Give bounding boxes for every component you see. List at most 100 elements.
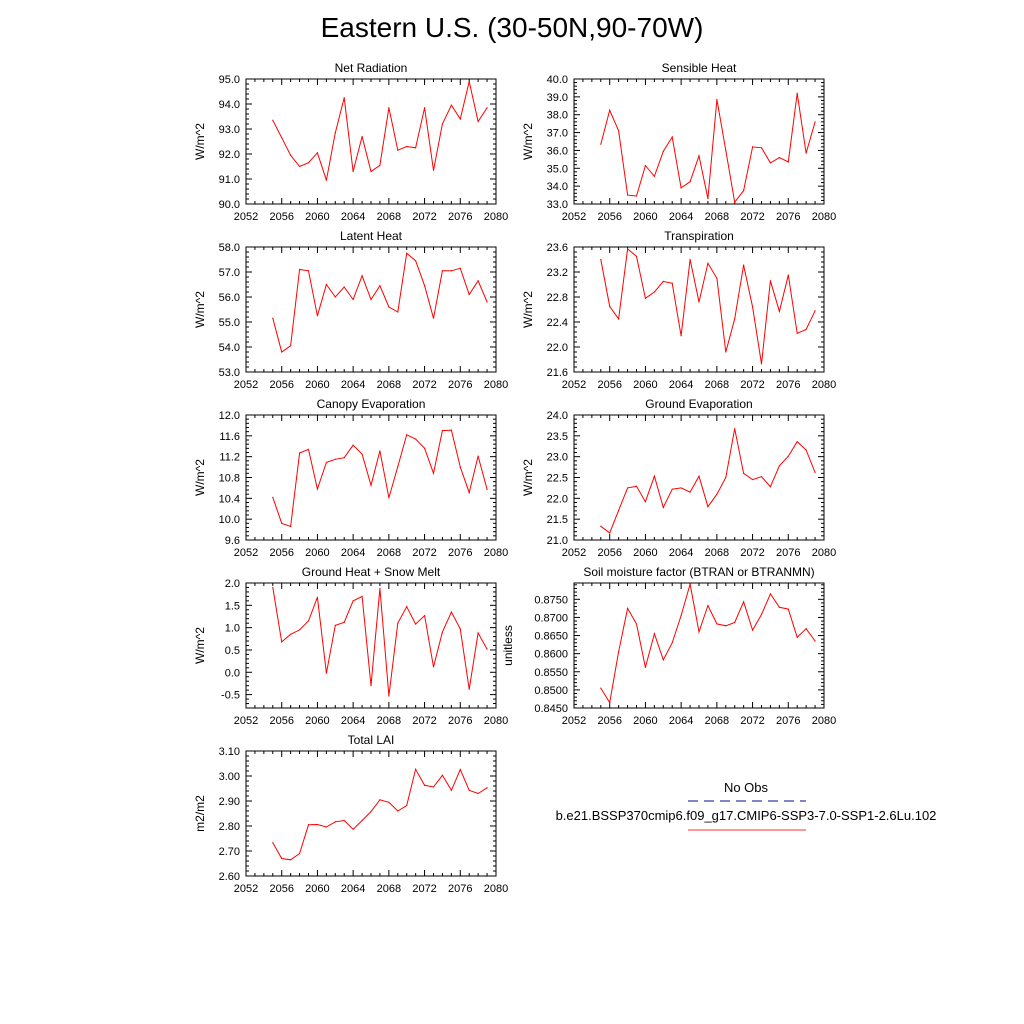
x-tick-label: 2060 (633, 379, 657, 391)
data-point (671, 642, 673, 644)
data-point (635, 255, 638, 257)
data-point (618, 651, 620, 653)
data-point (626, 487, 629, 489)
y-tick-label: 0.8600 (534, 649, 568, 661)
data-point (626, 607, 629, 609)
x-tick-label: 2076 (448, 715, 472, 727)
y-axis-label: W/m^2 (193, 123, 207, 160)
panel-title: Transpiration (664, 229, 734, 243)
data-point (415, 768, 417, 770)
data-point (796, 636, 798, 638)
y-tick-label: 0.8700 (534, 612, 568, 624)
data-point (415, 260, 417, 262)
data-point (316, 152, 319, 154)
x-tick-label: 2052 (234, 715, 258, 727)
data-point (653, 175, 655, 177)
y-tick-label: 95.0 (219, 74, 240, 86)
x-tick-label: 2060 (305, 547, 329, 559)
y-tick-label: 0.8450 (534, 703, 568, 715)
y-tick-label: 23.0 (547, 452, 568, 464)
panel-soil-moisture-factor-btran-or-btranmn: Soil moisture factor (BTRAN or BTRANMN) u… (501, 565, 836, 727)
x-tick-label: 2076 (448, 547, 472, 559)
data-point (459, 118, 461, 120)
x-tick-label: 2060 (305, 883, 329, 895)
data-point (450, 429, 452, 431)
y-axis-label: m2/m2 (193, 795, 207, 832)
data-point (635, 485, 638, 487)
data-point (609, 109, 611, 111)
panel-title: Latent Heat (340, 229, 403, 243)
panel-title: Soil moisture factor (BTRAN or BTRANMN) (583, 565, 814, 579)
data-point (290, 154, 292, 156)
data-point (618, 509, 620, 512)
data-point (298, 165, 301, 168)
y-tick-label: 12.0 (219, 410, 240, 422)
data-point (477, 792, 479, 795)
data-point (778, 310, 780, 312)
data-point (743, 601, 745, 603)
y-tick-label: 92.0 (219, 149, 240, 161)
plot-frame (573, 582, 825, 709)
data-point (805, 628, 807, 630)
data-point (397, 465, 399, 468)
y-tick-label: 55.0 (219, 317, 240, 329)
data-point (441, 631, 444, 633)
data-point (814, 640, 816, 642)
y-tick-label: 40.0 (547, 74, 568, 86)
data-point (423, 107, 426, 109)
x-tick-label: 2080 (484, 547, 508, 559)
data-point (334, 296, 336, 298)
x-tick-label: 2068 (377, 547, 401, 559)
data-point (707, 604, 709, 607)
data-point (307, 448, 310, 450)
panel-title: Canopy Evaporation (317, 397, 426, 411)
x-tick-label: 2080 (812, 715, 836, 727)
data-point (468, 688, 470, 690)
data-point (316, 315, 319, 317)
data-point (325, 179, 327, 181)
data-point (725, 476, 727, 479)
y-tick-label: 39.0 (547, 92, 568, 104)
data-point (361, 135, 363, 138)
data-point (397, 149, 399, 151)
data-point (468, 80, 470, 83)
data-point (707, 198, 709, 200)
data-point (635, 623, 638, 625)
data-point (743, 472, 745, 474)
data-point (432, 666, 435, 668)
y-tick-label: 1.5 (225, 600, 240, 612)
data-point (769, 486, 772, 488)
data-point (653, 291, 655, 293)
x-tick-label: 2064 (669, 715, 693, 727)
y-tick-label: 34.0 (547, 181, 568, 193)
legend: No Obs b.e21.BSSP370cmip6.f09_g17.CMIP6-… (556, 780, 936, 831)
data-point (769, 162, 772, 164)
plot-frame (245, 750, 497, 877)
data-point (307, 270, 310, 272)
y-tick-label: 0.8550 (534, 667, 568, 679)
data-point (441, 430, 444, 432)
data-point (468, 293, 470, 296)
y-tick-label: 36.0 (547, 145, 568, 157)
data-point (698, 155, 700, 157)
y-tick-label: 33.0 (547, 199, 568, 211)
data-point (352, 600, 354, 602)
data-point (361, 595, 363, 597)
data-point (459, 628, 461, 630)
x-tick-label: 2076 (776, 715, 800, 727)
data-point (600, 258, 602, 261)
data-point (769, 593, 772, 595)
series-line (600, 247, 816, 364)
data-point (450, 270, 452, 272)
data-point (352, 170, 354, 173)
data-point (716, 98, 718, 101)
plot-frame (245, 246, 497, 373)
data-point (600, 143, 602, 145)
data-point (671, 282, 673, 284)
data-point (680, 335, 682, 337)
data-point (796, 441, 798, 443)
panel-transpiration: Transpiration W/m^2 2052 2056 2060 2064 2068 20… (521, 229, 836, 391)
data-point (272, 586, 274, 589)
data-point (734, 318, 736, 320)
data-point (734, 201, 736, 203)
